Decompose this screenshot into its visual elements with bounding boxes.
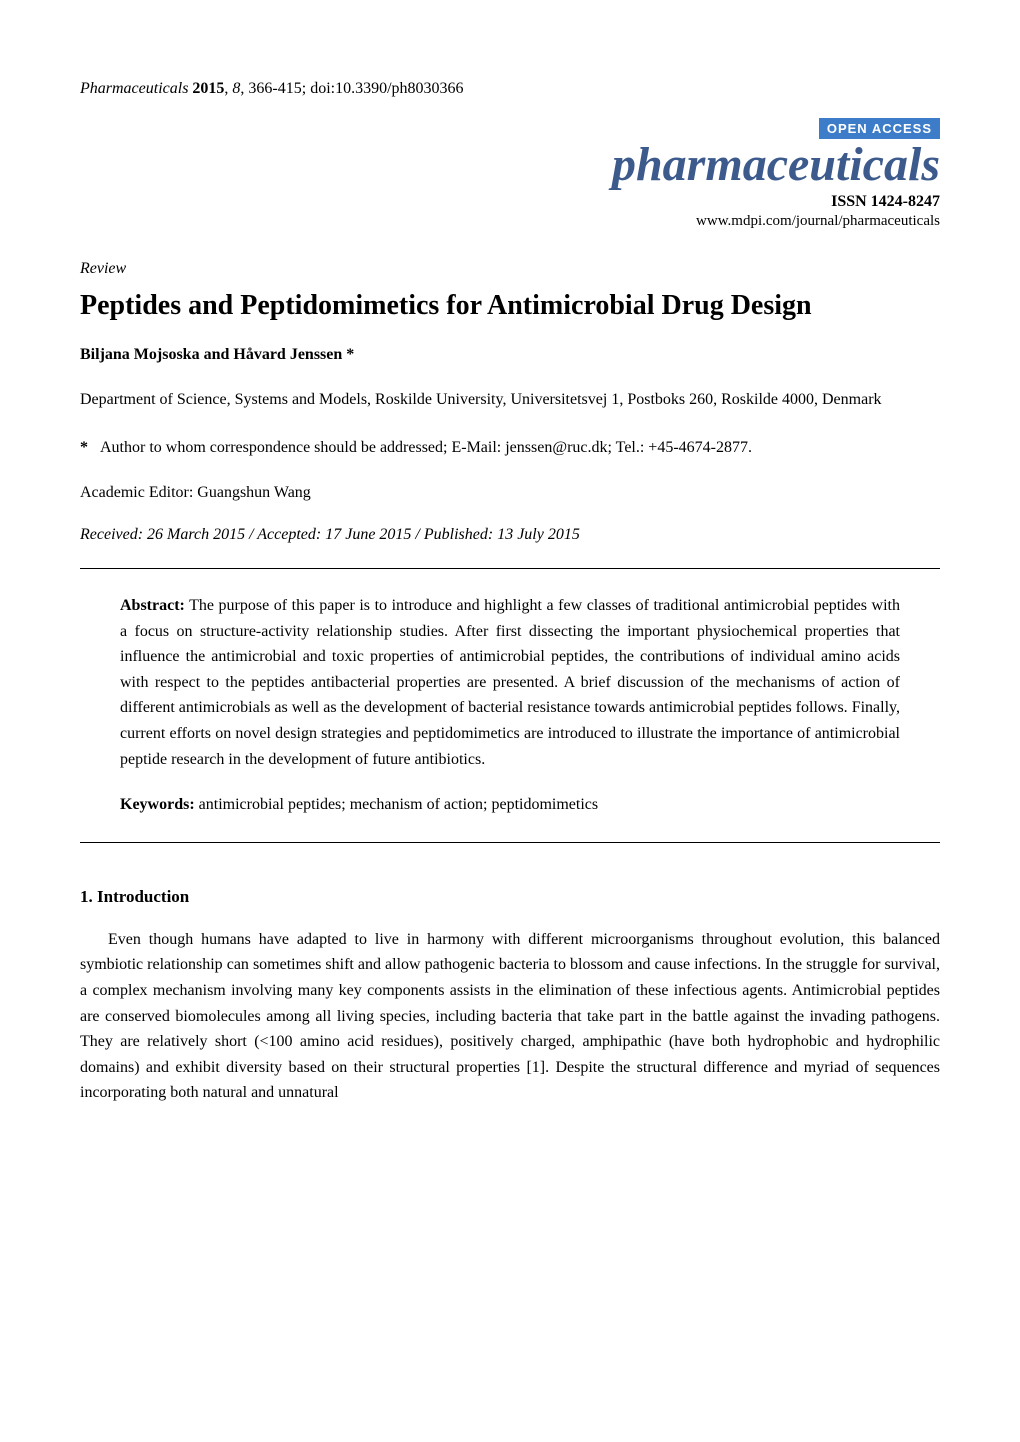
abstract-text: Abstract: The purpose of this paper is t…: [120, 593, 900, 772]
citation-journal: Pharmaceuticals: [80, 80, 188, 97]
abstract-body: The purpose of this paper is to introduc…: [120, 597, 900, 768]
citation-line: Pharmaceuticals 2015, 8, 366-415; doi:10…: [80, 80, 940, 98]
keywords-body: antimicrobial peptides; mechanism of act…: [195, 796, 598, 813]
citation-pages: 366-415: [248, 80, 301, 97]
keywords-label: Keywords:: [120, 796, 195, 813]
citation-doi: doi:10.3390/ph8030366: [310, 80, 463, 97]
citation-year: 2015: [192, 80, 224, 97]
keywords-text: Keywords: antimicrobial peptides; mechan…: [120, 792, 900, 818]
intro-paragraph: Even though humans have adapted to live …: [80, 927, 940, 1106]
journal-url: www.mdpi.com/journal/pharmaceuticals: [80, 213, 940, 230]
article-type: Review: [80, 260, 940, 278]
section-heading-intro: 1. Introduction: [80, 887, 940, 907]
issn-line: ISSN 1424-8247: [80, 193, 940, 211]
correspondence-asterisk: *: [80, 436, 88, 460]
authors: Biljana Mojsoska and Håvard Jenssen *: [80, 346, 940, 364]
abstract-label: Abstract:: [120, 597, 185, 614]
academic-editor: Academic Editor: Guangshun Wang: [80, 484, 940, 502]
abstract-block: Abstract: The purpose of this paper is t…: [80, 593, 940, 818]
article-dates: Received: 26 March 2015 / Accepted: 17 J…: [80, 526, 940, 544]
divider-bottom: [80, 842, 940, 843]
divider-top: [80, 568, 940, 569]
affiliation: Department of Science, Systems and Model…: [80, 388, 940, 412]
correspondence: * Author to whom correspondence should b…: [80, 436, 940, 460]
journal-logo: pharmaceuticals: [80, 141, 940, 189]
journal-header: OPEN ACCESS pharmaceuticals ISSN 1424-82…: [80, 118, 940, 230]
open-access-badge: OPEN ACCESS: [819, 118, 940, 139]
article-title: Peptides and Peptidomimetics for Antimic…: [80, 290, 940, 322]
correspondence-text: Author to whom correspondence should be …: [100, 436, 752, 460]
